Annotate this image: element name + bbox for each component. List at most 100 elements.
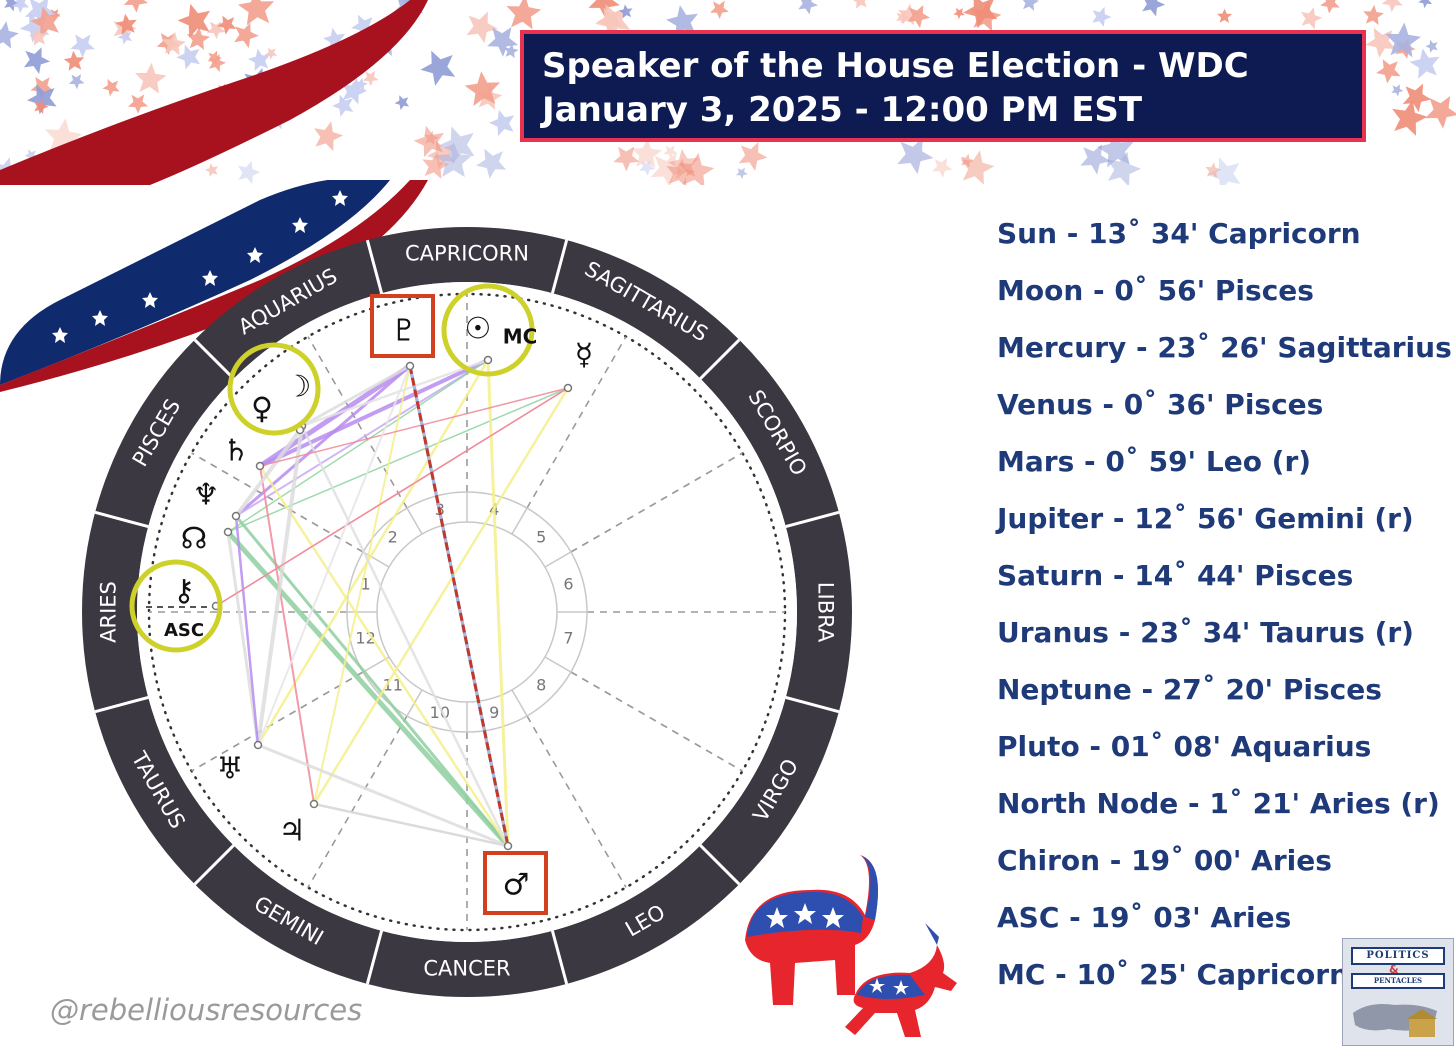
banner-star-icon xyxy=(1376,59,1401,84)
banner-star-icon xyxy=(135,62,167,94)
pluto-icon: ♇ xyxy=(391,314,418,349)
banner-star-icon xyxy=(123,0,148,13)
elephant-icon xyxy=(745,855,879,1005)
house-cusp-line xyxy=(191,452,364,553)
jupiter-icon: ♃ xyxy=(279,814,306,849)
neptune-icon: ♆ xyxy=(193,478,220,513)
banner-star-icon xyxy=(506,0,542,30)
banner-star-icon xyxy=(1142,0,1166,17)
position-jupiter: Jupiter - 12˚ 56' Gemini (r) xyxy=(997,502,1414,535)
uranus-icon: ♅ xyxy=(217,752,244,787)
banner-star-icon xyxy=(907,5,931,29)
aspect-line xyxy=(300,425,510,847)
banner-star-icon xyxy=(24,0,56,27)
sign-divider xyxy=(699,844,741,886)
mc-label: MC xyxy=(503,325,538,349)
banner-star-icon xyxy=(208,53,226,72)
zodiac-sign-label: CAPRICORN xyxy=(405,242,529,266)
aspect-line xyxy=(226,531,260,746)
house-divider xyxy=(362,551,390,568)
banner-star-icon xyxy=(413,125,444,158)
banner-star-icon xyxy=(487,27,518,57)
zodiac-ring xyxy=(82,227,852,997)
banner-star-icon xyxy=(217,15,237,35)
planet-point xyxy=(563,383,573,393)
banner-star-icon xyxy=(650,153,686,185)
house-number: 2 xyxy=(388,527,398,546)
chiron-icon: ⚷ xyxy=(173,574,195,609)
aspect-line xyxy=(227,359,489,533)
donkey-icon xyxy=(845,923,957,1037)
banner-star-icon xyxy=(420,50,456,86)
highlight-circle xyxy=(227,342,321,436)
aspect-line xyxy=(301,358,489,428)
title-box: Speaker of the House Election - WDC Janu… xyxy=(520,30,1366,142)
sign-divider xyxy=(699,338,741,380)
planet-point xyxy=(231,511,241,521)
sign-divider xyxy=(94,510,149,529)
banner-star-icon xyxy=(70,34,95,58)
party-mascots-icon xyxy=(745,855,957,1037)
banner-star-icon xyxy=(488,109,515,137)
banner-star-icon xyxy=(30,6,61,38)
banner-star-icon xyxy=(102,78,120,97)
banner-star-icon xyxy=(735,167,748,180)
banner-star-icon xyxy=(161,31,186,56)
banner-star-icon xyxy=(314,121,344,152)
banner-star-icon xyxy=(466,11,498,44)
ribbon-star-icon xyxy=(142,292,158,308)
house-number: 11 xyxy=(383,676,403,695)
banner-star-icon xyxy=(1207,157,1241,185)
banner-star-icon xyxy=(613,146,640,172)
banner-star-icon xyxy=(177,3,211,38)
banner-star-icon xyxy=(237,0,275,26)
position-moon: Moon - 0˚ 56' Pisces xyxy=(997,274,1314,307)
ribbon-swoosh-icon xyxy=(0,180,390,385)
house-cusp-line xyxy=(570,452,743,553)
house-divider xyxy=(544,656,572,673)
banner-star-icon xyxy=(798,0,818,15)
banner-star-icon xyxy=(117,29,133,45)
house-divider xyxy=(362,656,390,673)
logo-line-1: POLITICS xyxy=(1351,947,1445,965)
planet-positions-list: Sun - 13˚ 34' Capricorn Moon - 0˚ 56' Pi… xyxy=(997,212,1452,1010)
aspect-line xyxy=(256,359,490,746)
banner-star-icon xyxy=(853,0,867,9)
banner-star-icon xyxy=(34,99,49,115)
house-number: 1 xyxy=(360,574,370,593)
position-saturn: Saturn - 14˚ 44' Pisces xyxy=(997,559,1354,592)
sign-divider xyxy=(193,844,235,886)
banner-star-icon xyxy=(186,26,211,50)
highlight-box-pluto xyxy=(370,294,435,358)
aspect-line xyxy=(257,365,411,746)
house-number: 9 xyxy=(489,703,499,722)
banner-star-icon xyxy=(206,21,226,40)
banner-star-icon xyxy=(1425,39,1438,53)
position-chiron: Chiron - 19˚ 00' Aries xyxy=(997,844,1332,877)
house-divider xyxy=(406,507,423,535)
banner-star-icon xyxy=(248,48,271,71)
banner-star-icon xyxy=(1363,4,1384,26)
banner-star-icon xyxy=(27,84,57,115)
banner-star-icon xyxy=(631,138,663,168)
house-cusp-line xyxy=(570,671,743,772)
planet-point xyxy=(253,740,263,750)
asc-label: ASC xyxy=(164,620,204,641)
banner-star-icon xyxy=(1092,6,1112,27)
banner-star-icon xyxy=(28,27,48,46)
banner-star-icon xyxy=(897,137,934,175)
banner-star-icon xyxy=(896,10,910,25)
moon-icon: ☽ xyxy=(285,370,312,405)
house-cusp-line xyxy=(526,715,627,888)
banner-star-icon xyxy=(710,0,729,20)
highlight-circle xyxy=(129,559,223,653)
zodiac-sign-label: ARIES xyxy=(97,581,121,643)
banner-star-icon xyxy=(234,22,259,48)
position-mars: Mars - 0˚ 59' Leo (r) xyxy=(997,445,1312,478)
position-venus: Venus - 0˚ 36' Pisces xyxy=(997,388,1324,421)
banner-star-icon xyxy=(11,0,30,14)
banner-star-icon xyxy=(1402,83,1432,113)
aspect-line xyxy=(256,425,304,746)
ribbon-swoosh-icon xyxy=(0,180,428,392)
banner-star-icon xyxy=(596,7,623,35)
